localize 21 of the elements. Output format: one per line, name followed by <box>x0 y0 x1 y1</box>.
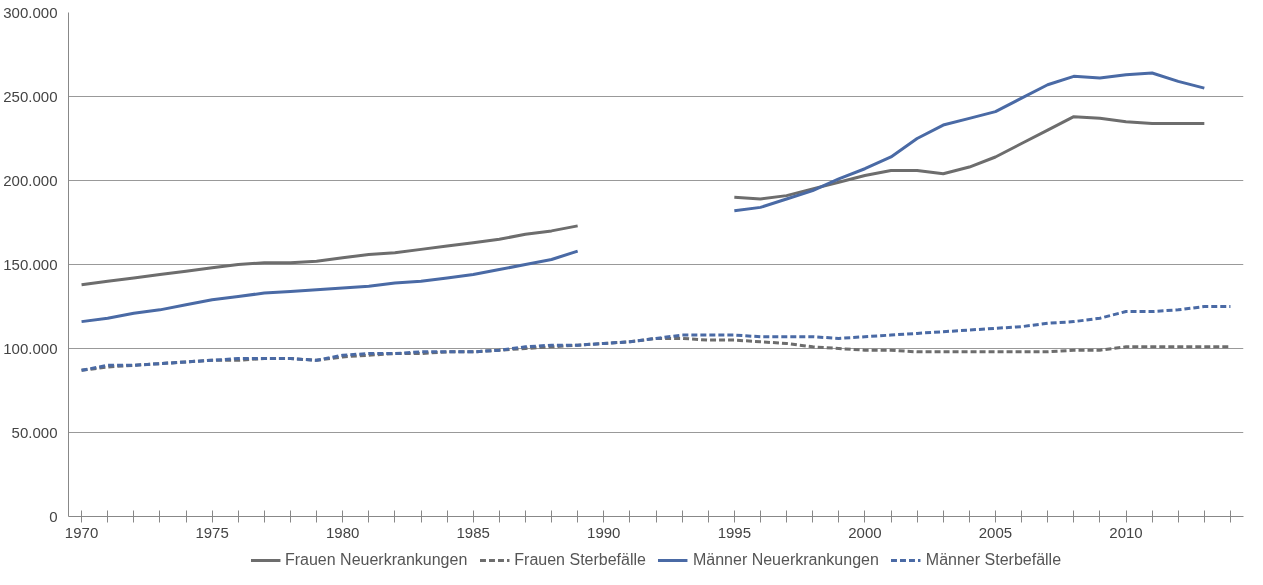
y-tick-label: 100.000 <box>3 339 58 357</box>
x-tick-label: 1970 <box>64 523 99 541</box>
x-tick-label: 2005 <box>978 523 1013 541</box>
x-tick-label: 1985 <box>456 523 490 541</box>
y-tick-label: 300.000 <box>3 3 58 21</box>
y-tick-label: 50.000 <box>11 423 58 441</box>
x-tick-label: 1990 <box>587 523 621 541</box>
y-tick-label: 250.000 <box>3 87 58 105</box>
line-series <box>80 305 1232 372</box>
legend-label: Frauen Neuerkrankungen <box>284 551 468 569</box>
legend-label: Männer Sterbefälle <box>925 551 1062 569</box>
y-tick-label: 150.000 <box>3 255 58 273</box>
y-tick-label: 0 <box>49 507 58 525</box>
x-tick-label: 1980 <box>325 523 360 541</box>
legend-label: Frauen Sterbefälle <box>514 551 646 569</box>
y-tick-label: 200.000 <box>3 171 58 189</box>
legend-label: Männer Neuerkrankungen <box>692 551 879 569</box>
x-tick-label: 2000 <box>848 523 882 541</box>
x-tick-label: 1975 <box>195 523 229 541</box>
x-tick-label: 1995 <box>717 523 752 541</box>
x-tick-label: 2010 <box>1109 523 1143 541</box>
